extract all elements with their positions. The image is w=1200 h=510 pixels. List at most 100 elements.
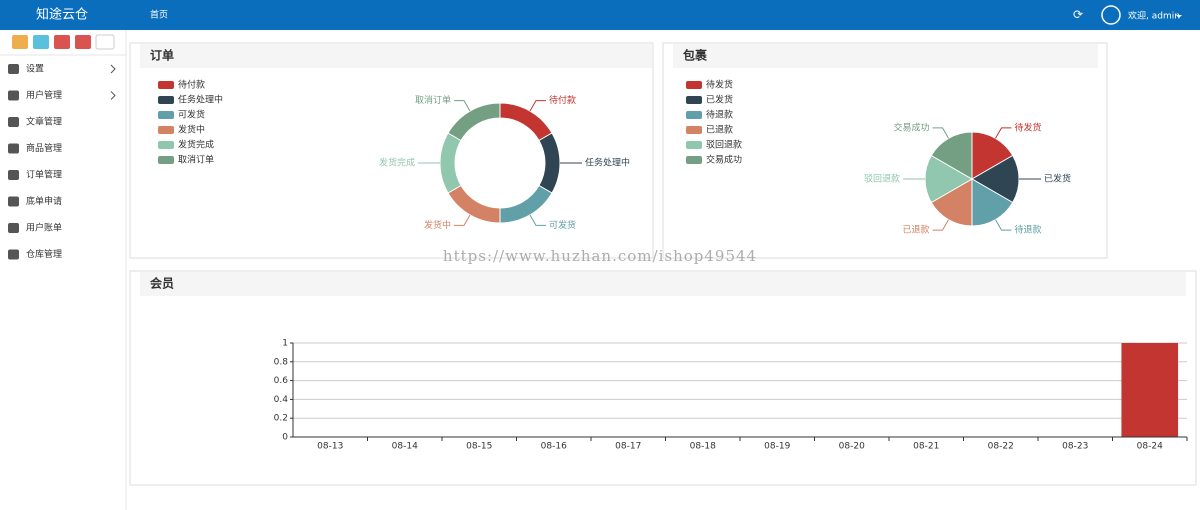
legend-label[interactable]: 驳回退款 xyxy=(706,139,742,151)
legend-label[interactable]: 发货中 xyxy=(178,124,205,136)
menu-icon xyxy=(8,170,19,180)
caret xyxy=(1176,15,1182,18)
tool-btn[interactable] xyxy=(12,35,28,49)
y-tick-label: 0.2 xyxy=(274,414,288,424)
legend-swatch xyxy=(686,126,702,134)
panel-heading xyxy=(140,272,1186,296)
x-tick-label: 08-13 xyxy=(317,442,343,452)
menu-icon xyxy=(8,196,19,207)
legend-label[interactable]: 已退款 xyxy=(706,124,733,136)
tool-btn[interactable] xyxy=(75,35,91,49)
slice-label: 待付款 xyxy=(549,94,576,106)
user-menu[interactable]: 欢迎, admin xyxy=(1128,10,1180,22)
menu-icon xyxy=(8,117,19,127)
header-bar xyxy=(0,0,1200,30)
menu-item[interactable]: 底单申请 xyxy=(26,195,62,207)
user-avatar[interactable] xyxy=(1101,5,1121,25)
brand: 知途云仓 xyxy=(36,7,88,23)
legend-label[interactable]: 交易成功 xyxy=(706,154,742,166)
slice-label: 交易成功 xyxy=(893,121,929,133)
x-tick-label: 08-19 xyxy=(764,442,790,452)
panel-title: 包裹 xyxy=(682,48,708,63)
tool-btn[interactable] xyxy=(95,34,115,50)
panel-title: 订单 xyxy=(150,48,174,63)
slice-label: 待退款 xyxy=(1015,224,1042,236)
menu-item[interactable]: 用户管理 xyxy=(26,89,62,101)
panel xyxy=(662,42,1108,259)
panel-heading xyxy=(673,44,1098,68)
panel-order xyxy=(129,42,654,259)
label-line xyxy=(454,100,471,112)
menu-icon xyxy=(8,90,19,101)
y-tick-label: 1 xyxy=(282,339,288,349)
x-tick-label: 08-23 xyxy=(1062,442,1088,452)
legend-swatch xyxy=(686,96,702,104)
tool-btn[interactable] xyxy=(33,35,49,49)
legend-swatch xyxy=(158,156,174,164)
legend-label[interactable]: 取消订单 xyxy=(178,154,214,166)
slice-label: 已发货 xyxy=(1044,173,1071,185)
menu-icon xyxy=(8,143,19,154)
x-tick-label: 08-22 xyxy=(988,442,1014,452)
panel-title: 会员 xyxy=(150,276,174,291)
y-tick-label: 0.4 xyxy=(274,395,289,405)
legend-label[interactable]: 待付款 xyxy=(178,79,205,91)
slice-label: 待发货 xyxy=(1015,121,1042,133)
x-tick-label: 08-17 xyxy=(615,442,641,452)
slice-label: 可发货 xyxy=(549,219,576,231)
x-tick-label: 08-20 xyxy=(839,442,865,452)
slice-label: 驳回退款 xyxy=(864,173,900,185)
legend-swatch xyxy=(158,111,174,119)
menu-item[interactable]: 设置 xyxy=(26,64,44,75)
legend-swatch xyxy=(158,96,174,104)
watermark: https://www.huzhan.com/ishop49544 xyxy=(443,247,757,265)
slice[interactable] xyxy=(930,131,973,180)
menu-item[interactable]: 用户账单 xyxy=(26,222,62,234)
legend-swatch xyxy=(158,126,174,134)
slice-label: 发货完成 xyxy=(379,157,415,169)
legend-label[interactable]: 待退款 xyxy=(706,109,733,121)
legend-swatch xyxy=(686,111,702,119)
bar[interactable] xyxy=(1121,343,1179,437)
y-tick-label: 0.6 xyxy=(274,376,289,386)
panel-package xyxy=(662,42,1108,259)
legend-swatch xyxy=(158,141,174,149)
legend-label[interactable]: 可发货 xyxy=(178,109,205,121)
label-line xyxy=(995,219,1012,231)
y-tick-label: 0 xyxy=(282,433,288,443)
menu-icon xyxy=(8,223,19,233)
menu-item[interactable]: 商品管理 xyxy=(26,142,62,154)
menu-icon xyxy=(8,249,19,260)
legend-label[interactable]: 已发货 xyxy=(706,94,733,106)
legend-swatch xyxy=(158,81,174,89)
legend-swatch xyxy=(686,156,702,164)
chevron xyxy=(110,64,116,74)
nav-home[interactable]: 首页 xyxy=(150,9,168,21)
slice[interactable] xyxy=(447,102,501,142)
tool-btn[interactable] xyxy=(54,35,70,49)
menu-item[interactable]: 订单管理 xyxy=(26,169,62,181)
legend-label[interactable]: 任务处理中 xyxy=(178,94,223,106)
legend-label[interactable]: 发货完成 xyxy=(178,139,214,151)
x-tick-label: 08-16 xyxy=(541,442,567,452)
slice-label: 取消订单 xyxy=(415,94,451,106)
refresh-icon[interactable]: ⟳ xyxy=(1073,8,1083,22)
slice-label: 发货中 xyxy=(424,219,451,231)
y-tick-label: 0.8 xyxy=(274,357,289,367)
label-line xyxy=(529,214,546,226)
legend-swatch xyxy=(686,141,702,149)
panel-member xyxy=(129,270,1197,486)
chevron xyxy=(110,91,116,100)
label-line xyxy=(932,127,949,139)
label-line xyxy=(529,100,546,112)
slice-label: 已退款 xyxy=(902,224,929,236)
panel xyxy=(129,42,654,259)
menu-icon xyxy=(8,64,19,74)
menu-item[interactable]: 仓库管理 xyxy=(26,248,62,260)
legend-label[interactable]: 待发货 xyxy=(706,79,733,91)
label-line xyxy=(995,127,1012,139)
menu-item[interactable]: 文章管理 xyxy=(26,116,62,128)
